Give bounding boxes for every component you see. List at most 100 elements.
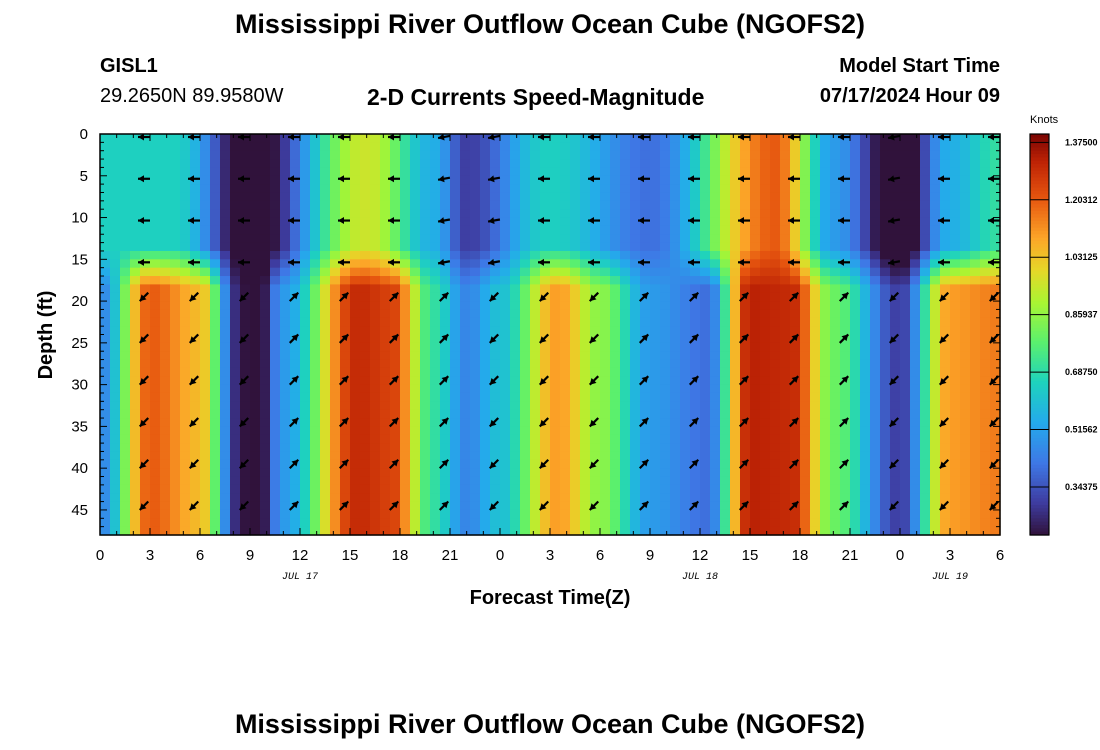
heatmap-cell [700,267,711,277]
heatmap-cell [490,334,501,344]
heatmap-cell [640,342,651,352]
heatmap-cell [460,342,471,352]
heatmap-cell [680,476,691,486]
heatmap-cell [780,367,791,377]
heatmap-cell [630,451,641,461]
heatmap-cell [600,334,611,344]
heatmap-cell [350,259,361,269]
heatmap-cell [810,159,821,169]
heatmap-cell [710,267,721,277]
heatmap-cell [270,317,281,327]
heatmap-cell [880,142,891,152]
heatmap-cell [660,250,671,260]
heatmap-cell [430,443,441,453]
heatmap-cell [830,167,841,177]
heatmap-cell [430,493,441,503]
current-vector [188,217,200,225]
heatmap-cell [270,509,281,519]
heatmap-cell [150,501,161,511]
heatmap-cell [110,217,121,227]
heatmap-cell [140,351,151,361]
heatmap-cell [450,276,461,285]
heatmap-cell [700,250,711,260]
heatmap-cell [500,250,511,260]
heatmap-cell [200,426,211,436]
heatmap-cell [950,493,961,503]
heatmap-cell [580,326,591,336]
heatmap-cell [860,426,871,436]
heatmap-cell [950,134,961,143]
heatmap-cell [680,242,691,252]
heatmap-cell [590,292,601,302]
heatmap-cell [980,451,991,461]
heatmap-cell [950,342,961,352]
heatmap-cell [310,351,321,361]
heatmap-cell [800,192,811,202]
heatmap-cell [510,259,521,269]
heatmap-cell [630,351,641,361]
heatmap-cell [910,217,921,227]
current-vector [288,133,300,141]
heatmap-cell [670,484,681,494]
heatmap-cell [900,225,911,235]
heatmap-cell [890,159,901,169]
heatmap-cell [270,225,281,235]
heatmap-cell [110,259,121,269]
heatmap-cell [740,434,751,444]
heatmap-cell [890,367,901,377]
heatmap-cell [330,209,341,219]
heatmap-cell [330,301,341,311]
heatmap-cell [830,234,841,244]
heatmap-cell [320,259,331,269]
heatmap-cell [710,167,721,177]
heatmap-cell [190,476,201,486]
heatmap-cell [690,518,701,528]
heatmap-cell [310,359,321,369]
heatmap-cell [520,409,531,419]
heatmap-cell [320,359,331,369]
heatmap-cell [120,426,131,436]
heatmap-cell [950,426,961,436]
heatmap-cell [820,526,831,536]
heatmap-cell [960,384,971,394]
heatmap-cell [950,209,961,219]
heatmap-cell [980,317,991,327]
heatmap-cell [990,334,1001,344]
heatmap-cell [870,384,881,394]
heatmap-cell [950,259,961,269]
heatmap-cell [380,518,391,528]
heatmap-cell [930,443,941,453]
heatmap-cell [450,284,461,294]
y-tick-label: 20 [71,293,88,310]
heatmap-cell [260,250,271,260]
heatmap-cell [370,443,381,453]
heatmap-cell [490,392,501,402]
heatmap-cell [730,200,741,210]
current-vector [188,417,200,428]
heatmap-cell [350,367,361,377]
heatmap-cell [720,476,731,486]
heatmap-cell [200,501,211,511]
heatmap-cell [830,309,841,319]
heatmap-cell [590,493,601,503]
heatmap-cell [270,418,281,427]
heatmap-cell [300,301,311,311]
current-vector [938,458,950,470]
heatmap-cell [590,234,601,244]
heatmap-cell [720,526,731,536]
heatmap-cell [420,225,431,235]
heatmap-cell [380,451,391,461]
heatmap-cell [660,342,671,352]
heatmap-cell [260,276,271,285]
heatmap-cell [870,209,881,219]
heatmap-cell [230,134,241,143]
heatmap-cell [810,509,821,519]
heatmap-cell [480,250,491,260]
heatmap-cell [500,200,511,210]
heatmap-cell [320,225,331,235]
heatmap-cell [540,526,551,536]
heatmap-cell [630,401,641,411]
heatmap-cell [100,309,111,319]
heatmap-cell [870,484,881,494]
heatmap-cell [690,326,701,336]
